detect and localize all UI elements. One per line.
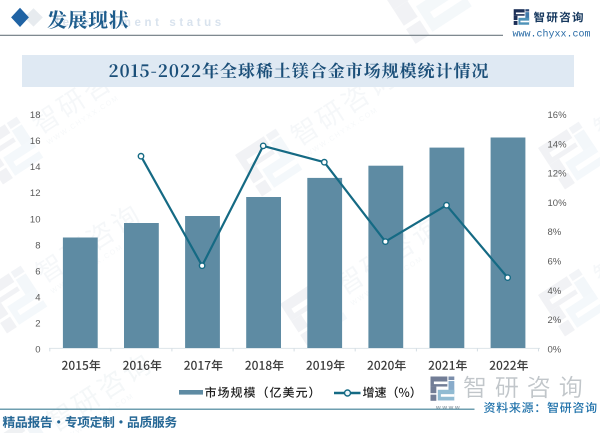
svg-text:w w w w: w w w w xyxy=(435,406,460,412)
svg-text:10%: 10% xyxy=(548,198,568,209)
svg-text:www.chyxx.com: www.chyxx.com xyxy=(513,28,591,40)
svg-text:2: 2 xyxy=(35,318,40,329)
svg-text:12: 12 xyxy=(30,188,41,199)
svg-text:16%: 16% xyxy=(548,110,568,121)
svg-text:4%: 4% xyxy=(548,286,562,297)
svg-text:12%: 12% xyxy=(548,169,568,180)
svg-text:10: 10 xyxy=(30,214,41,225)
svg-text:4: 4 xyxy=(35,292,40,303)
svg-text:6%: 6% xyxy=(548,257,562,268)
svg-text:14%: 14% xyxy=(548,139,568,150)
svg-text:6: 6 xyxy=(35,266,40,277)
svg-text:16: 16 xyxy=(30,136,41,147)
svg-text:0%: 0% xyxy=(548,344,562,355)
svg-text:18: 18 xyxy=(30,110,41,121)
svg-text:2%: 2% xyxy=(548,315,562,326)
svg-text:development status: development status xyxy=(52,17,225,29)
svg-text:14: 14 xyxy=(30,162,41,173)
svg-text:8: 8 xyxy=(35,240,40,251)
svg-text:0: 0 xyxy=(35,344,40,355)
svg-text:8%: 8% xyxy=(548,227,562,238)
